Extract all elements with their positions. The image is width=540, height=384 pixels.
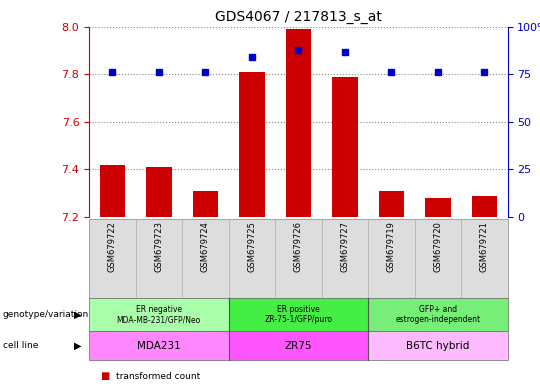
- Bar: [379, 191, 404, 217]
- Text: GSM679725: GSM679725: [247, 221, 256, 271]
- Text: GSM679726: GSM679726: [294, 221, 303, 272]
- Text: GFP+ and
estrogen-independent: GFP+ and estrogen-independent: [395, 305, 481, 324]
- Bar: [332, 77, 357, 217]
- Text: genotype/variation: genotype/variation: [3, 310, 89, 319]
- Text: GSM679723: GSM679723: [154, 221, 164, 272]
- Text: GSM679727: GSM679727: [340, 221, 349, 272]
- Text: ■: ■: [100, 371, 109, 381]
- Text: B6TC hybrid: B6TC hybrid: [406, 341, 470, 351]
- Bar: [146, 167, 172, 217]
- Text: GSM679720: GSM679720: [434, 221, 442, 271]
- Bar: [193, 191, 218, 217]
- Text: MDA231: MDA231: [137, 341, 181, 351]
- Bar: [425, 198, 451, 217]
- Text: GSM679719: GSM679719: [387, 221, 396, 271]
- Bar: [286, 29, 311, 217]
- Text: GSM679724: GSM679724: [201, 221, 210, 271]
- Text: GSM679722: GSM679722: [108, 221, 117, 271]
- Bar: [471, 195, 497, 217]
- Text: ER positive
ZR-75-1/GFP/puro: ER positive ZR-75-1/GFP/puro: [265, 305, 332, 324]
- Text: ER negative
MDA-MB-231/GFP/Neo: ER negative MDA-MB-231/GFP/Neo: [117, 305, 201, 324]
- Text: ZR75: ZR75: [285, 341, 312, 351]
- Bar: [99, 165, 125, 217]
- Text: ▶: ▶: [73, 341, 81, 351]
- Bar: [239, 72, 265, 217]
- Text: GSM679721: GSM679721: [480, 221, 489, 271]
- Text: transformed count: transformed count: [116, 372, 200, 381]
- Text: ▶: ▶: [73, 310, 81, 319]
- Text: cell line: cell line: [3, 341, 38, 350]
- Title: GDS4067 / 217813_s_at: GDS4067 / 217813_s_at: [215, 10, 382, 25]
